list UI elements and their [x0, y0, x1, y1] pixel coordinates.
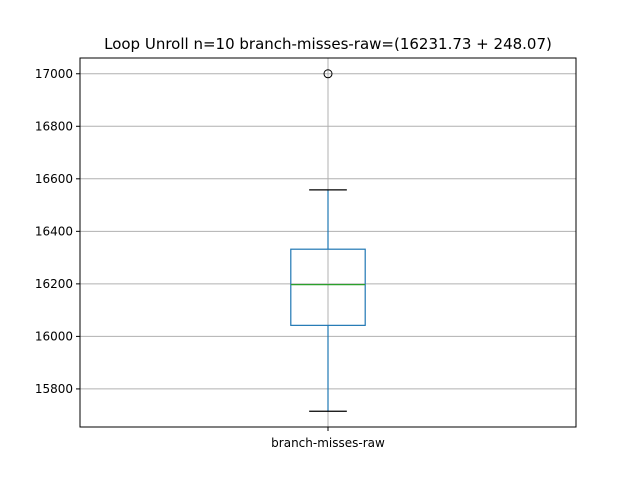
y-tick-label: 16600	[35, 172, 73, 186]
outlier-point	[323, 69, 333, 79]
x-tick-label: branch-misses-raw	[271, 436, 385, 450]
y-tick-label: 16400	[35, 224, 73, 238]
grid-lines	[80, 58, 576, 427]
y-axis: 15800 16000 16200 16400 16600 16800 17000	[35, 67, 80, 396]
y-tick-label: 16000	[35, 329, 73, 343]
y-tick-label: 16800	[35, 119, 73, 133]
box-iqr	[290, 248, 366, 326]
y-tick-label: 16200	[35, 277, 73, 291]
plot-area	[290, 69, 366, 412]
x-axis: branch-misses-raw	[271, 427, 385, 450]
y-tick-label: 15800	[35, 382, 73, 396]
chart-title: Loop Unroll n=10 branch-misses-raw=(1623…	[104, 35, 552, 53]
y-tick-label: 17000	[35, 67, 73, 81]
